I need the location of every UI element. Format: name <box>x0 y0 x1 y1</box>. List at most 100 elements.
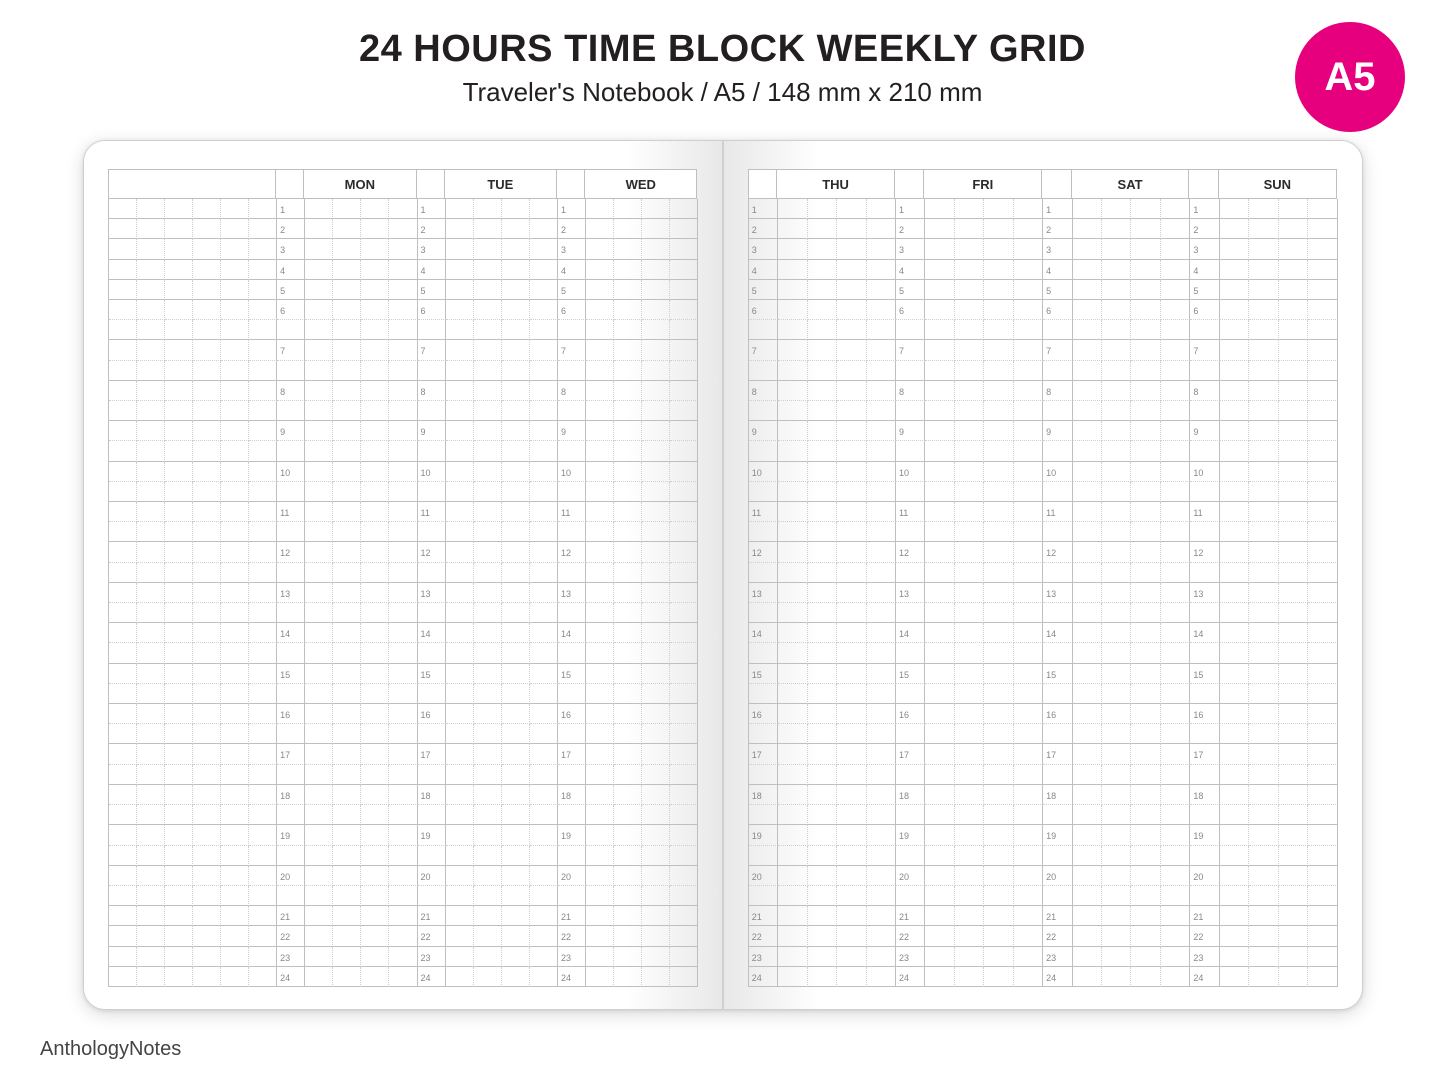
hour-label: 11 <box>896 508 908 518</box>
grid-cell <box>249 906 277 926</box>
hour-cell: 3 <box>558 239 586 259</box>
hour-cell: 9 <box>896 421 925 441</box>
grid-cell <box>249 583 277 603</box>
hour-row-18: 181818 <box>109 785 699 805</box>
hour-cell: 11 <box>277 502 305 522</box>
brand-footer: AnthologyNotes <box>40 1038 181 1061</box>
grid-cell <box>1279 967 1308 987</box>
grid-cell <box>249 967 277 987</box>
hour-label: 14 <box>418 629 431 639</box>
grid-cell <box>389 280 417 300</box>
grid-cell <box>1131 947 1160 967</box>
grid-cell <box>389 361 417 381</box>
grid-cell <box>165 785 193 805</box>
grid-cell <box>867 825 896 845</box>
grid-cell <box>530 967 558 987</box>
grid-cell <box>530 563 558 583</box>
grid-cell <box>1102 805 1131 825</box>
hour-row-15: 151515 <box>109 664 699 684</box>
grid-cell <box>1308 320 1337 340</box>
hour-label: 16 <box>1043 710 1056 720</box>
grid-cell <box>749 563 778 583</box>
grid-cell <box>137 502 165 522</box>
grid-cell <box>165 684 193 704</box>
grid-cell <box>1073 340 1102 360</box>
grid-cell <box>530 280 558 300</box>
grid-cell <box>670 340 698 360</box>
grid-cell <box>305 785 333 805</box>
grid-cell <box>586 906 614 926</box>
grid-cell <box>137 785 165 805</box>
grid-cell <box>1249 239 1278 259</box>
grid-cell <box>1102 320 1131 340</box>
header-hourcol <box>895 169 924 199</box>
grid-cell <box>249 482 277 502</box>
grid-cell <box>867 724 896 744</box>
grid-cell <box>109 805 137 825</box>
grid-cell <box>109 522 137 542</box>
grid-cell <box>277 684 305 704</box>
grid-cell <box>446 381 474 401</box>
grid-cell <box>925 947 954 967</box>
hour-cell: 17 <box>749 744 778 764</box>
grid-cell <box>642 219 670 239</box>
grid-cell <box>502 522 530 542</box>
grid-cell <box>1308 300 1337 320</box>
hour-label: 21 <box>418 912 431 922</box>
grid-cell <box>896 724 925 744</box>
grid-cell <box>867 361 896 381</box>
grid-cell <box>1279 926 1308 946</box>
grid-cell <box>1249 340 1278 360</box>
grid-cell <box>361 684 389 704</box>
hour-cell: 9 <box>1043 421 1072 441</box>
grid-cell <box>1014 623 1043 643</box>
grid-cell <box>586 482 614 502</box>
grid-cell <box>1102 421 1131 441</box>
grid-cell <box>896 684 925 704</box>
hour-cell: 2 <box>418 219 446 239</box>
hour-label: 22 <box>558 932 571 942</box>
grid-cell <box>418 603 446 623</box>
grid-cell <box>925 361 954 381</box>
grid-cell <box>1102 462 1131 482</box>
grid-cell <box>474 462 502 482</box>
grid-cell <box>1308 401 1337 421</box>
page-subtitle: Traveler's Notebook / A5 / 148 mm x 210 … <box>0 77 1445 108</box>
grid-cell <box>1131 643 1160 663</box>
grid-cell <box>1073 643 1102 663</box>
grid-cell <box>137 361 165 381</box>
hour-cell: 17 <box>418 744 446 764</box>
hour-cell: 6 <box>1190 300 1219 320</box>
grid-cell <box>165 825 193 845</box>
grid-cell <box>530 542 558 562</box>
grid-cell <box>1014 825 1043 845</box>
hour-label: 7 <box>558 346 566 356</box>
grid-cell <box>502 664 530 684</box>
grid-cell <box>1043 482 1072 502</box>
grid-cell <box>389 623 417 643</box>
grid-cell <box>1161 320 1190 340</box>
grid-cell <box>1249 886 1278 906</box>
grid-cell <box>109 219 137 239</box>
grid-cell <box>446 926 474 946</box>
grid-cell <box>808 704 837 724</box>
grid-cell <box>955 280 984 300</box>
half-row <box>749 320 1338 340</box>
grid-cell <box>305 482 333 502</box>
hour-row-6: 666 <box>109 300 699 320</box>
grid-cell <box>642 522 670 542</box>
grid-cell <box>221 219 249 239</box>
grid-cell <box>389 866 417 886</box>
grid-cell <box>1161 421 1190 441</box>
grid-cell <box>418 886 446 906</box>
grid-cell <box>1073 724 1102 744</box>
grid-cell <box>333 603 361 623</box>
grid-cell <box>778 239 807 259</box>
hour-label: 10 <box>558 468 571 478</box>
hour-label: 13 <box>418 589 431 599</box>
hour-label: 7 <box>418 346 426 356</box>
grid-cell <box>1249 563 1278 583</box>
hour-row-8: 8888 <box>749 381 1338 401</box>
hour-row-14: 141414 <box>109 623 699 643</box>
grid-cell <box>193 664 221 684</box>
